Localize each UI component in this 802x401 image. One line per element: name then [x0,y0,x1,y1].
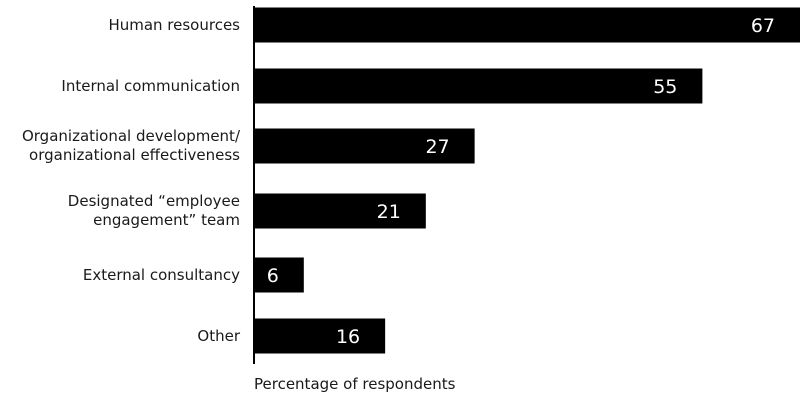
category-label: Internal communication [61,76,240,95]
bar-value-label: 27 [425,136,449,158]
bar-value-label: 16 [336,326,360,348]
x-axis-label: Percentage of respondents [254,375,456,393]
bar [255,318,386,354]
category-label: Human resources [108,15,240,34]
bar [255,128,475,164]
category-label: Designated “employee engagement” team [67,192,240,229]
bar [255,7,800,43]
bar-value-label: 55 [653,76,677,98]
category-label: Organizational development/ organization… [21,127,240,164]
bar-value-label: 67 [751,15,775,37]
bar-value-label: 6 [267,265,279,287]
category-label: External consultancy [82,265,240,284]
bar [255,257,304,293]
bar [255,193,426,229]
category-label: Other [197,326,240,345]
bars-group: 67 55 27 21 6 16 [255,7,800,354]
bar [255,68,703,104]
bar-value-label: 21 [377,201,401,223]
